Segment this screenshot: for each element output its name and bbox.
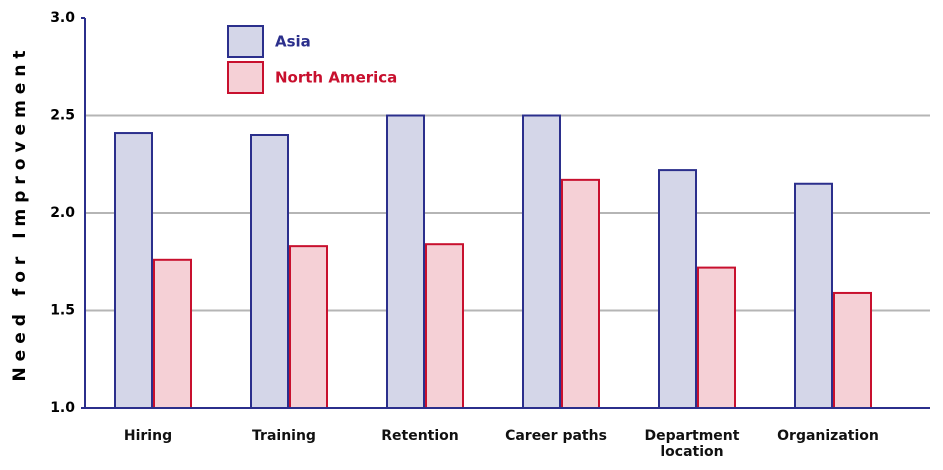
bar [794,182,833,409]
x-tick-label: Training [252,428,316,444]
bar [697,266,736,409]
legend-label: North America [275,69,397,87]
bar [658,169,697,409]
x-tick-label: Organization [777,428,879,444]
y-tick-label: 1.0 [50,400,75,416]
bar [250,134,289,409]
bar [561,178,600,409]
y-tick-label: 1.5 [50,303,75,319]
legend-label: Asia [275,33,311,51]
bar [153,258,192,409]
y-tick-label: 2.5 [50,108,75,124]
x-tick-label: Career paths [505,428,607,444]
bar [522,114,561,409]
x-tick-label: Retention [381,428,459,444]
y-axis-label: Need for Improvement [10,44,30,381]
legend-swatch [227,25,264,58]
bar [114,132,153,410]
bar [833,291,872,410]
y-tick-label: 2.0 [50,205,75,221]
x-tick-label: Hiring [123,428,173,444]
bar [289,245,328,409]
bar [386,114,425,409]
legend-swatch [227,61,264,94]
x-tick-label: Department location [644,428,740,460]
y-tick-label: 3.0 [50,10,75,26]
bar [425,243,464,409]
